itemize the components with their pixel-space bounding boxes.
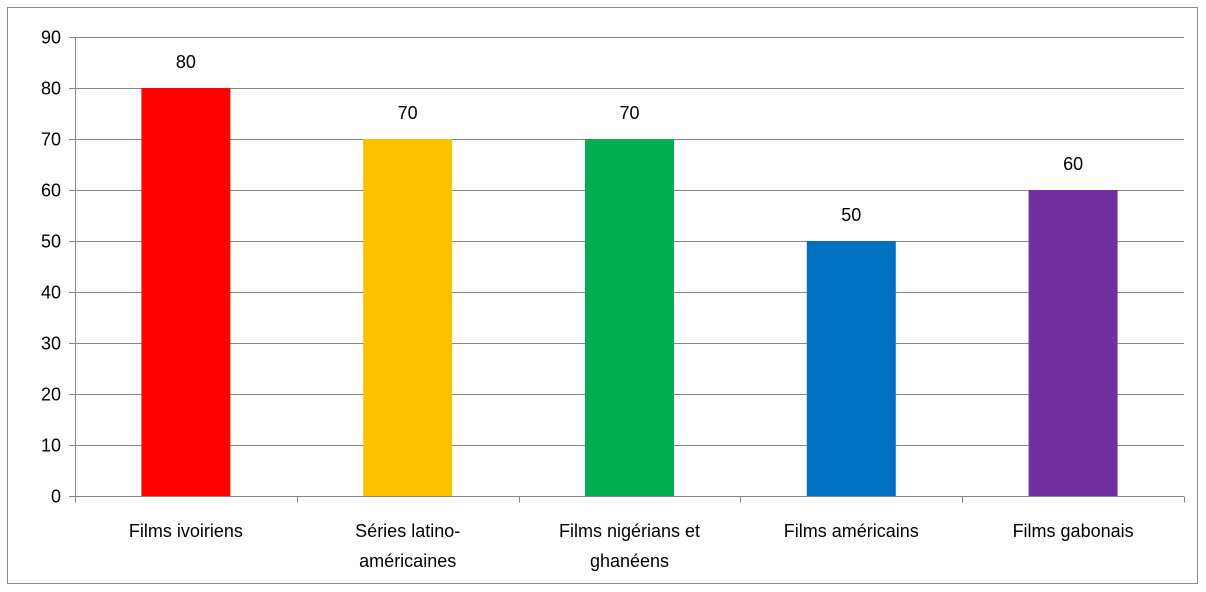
bar [141,88,230,496]
data-label: 60 [1063,154,1083,174]
y-tick-label: 20 [41,385,61,405]
x-tick-label: Films gabonais [1013,521,1134,541]
data-label: 50 [841,205,861,225]
y-tick-label: 0 [51,487,61,507]
x-tick-label: Séries latino-américaines [355,521,460,571]
y-tick-label: 80 [41,79,61,99]
y-tick-label: 10 [41,436,61,456]
x-tick-label: Films américains [784,521,919,541]
bar [363,139,452,496]
bar [807,241,896,496]
y-tick-label: 50 [41,232,61,252]
x-tick-label: Films ivoiriens [129,521,243,541]
y-tick-label: 40 [41,283,61,303]
data-label: 80 [176,52,196,72]
x-tick-labels: Films ivoiriens Séries latino-américaines… [129,521,1134,571]
data-label: 70 [398,103,418,123]
y-tick-label: 60 [41,181,61,201]
bar [1029,190,1118,496]
bar [585,139,674,496]
data-label: 70 [619,103,639,123]
y-tick-label: 90 [41,28,61,48]
y-tick-label: 70 [41,130,61,150]
y-tick-labels: 0 10 20 30 40 50 60 70 80 90 [41,28,61,507]
y-tick-label: 30 [41,334,61,354]
x-tick-label: Films nigérians et ghanéens [559,521,700,571]
